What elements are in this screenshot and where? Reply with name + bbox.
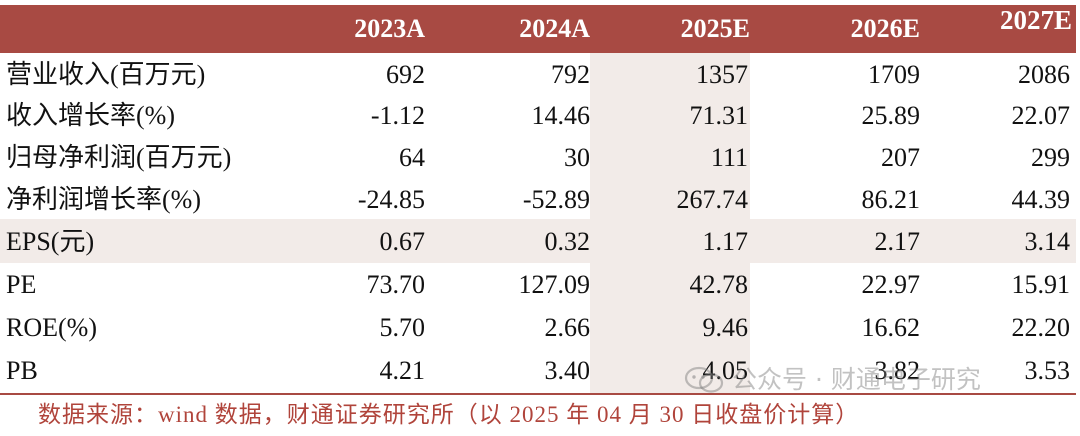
table-cell: 4.05 [702,356,749,385]
table-header-bar [0,5,1076,53]
table-cell: 86.21 [861,185,921,214]
table-row-net-profit-growth: 净利润增长率(%) -24.85 -52.89 267.74 86.21 44.… [0,178,1076,222]
source-note: 数据来源：wind 数据，财通证券研究所（以 2025 年 04 月 30 日收… [38,402,860,427]
table-cell: 9.46 [702,313,749,342]
header-year-2025e: 2025E [680,14,750,43]
table-cell: 3.40 [544,356,591,385]
header-year-2023a: 2023A [354,14,425,43]
table-cell: 16.62 [861,313,921,342]
table-cell: 2.66 [544,313,591,342]
table-cell: 2.17 [874,227,921,256]
table-cell: 14.46 [531,101,591,130]
table-cell: 127.09 [518,270,591,299]
table-cell: 207 [881,143,920,172]
table-cell: 1357 [696,60,748,89]
table-cell: 42.78 [689,270,749,299]
table-cell: 22.07 [1011,101,1071,130]
table-cell: 299 [1031,143,1070,172]
table-cell: 22.20 [1011,313,1071,342]
row-label: PE [6,270,37,299]
table-cell: 111 [710,143,748,172]
table-cell: 692 [386,60,425,89]
table-cell: 4.21 [379,356,426,385]
table-cell: -24.85 [357,185,425,214]
table-cell: 30 [564,143,590,172]
table-cell: 22.97 [861,270,921,299]
table-row-net-profit: 归母净利润(百万元) 64 30 111 207 299 [0,136,1076,180]
table-cell: 0.67 [379,227,426,256]
watermark-text: 公众号 · 财通电子研究 [732,365,981,394]
row-label: EPS(元) [6,227,95,256]
table-row-eps: EPS(元) 0.67 0.32 1.17 2.17 3.14 [0,220,1076,264]
row-label: ROE(%) [6,313,97,342]
table-cell: -52.89 [522,185,590,214]
row-label: 归母净利润(百万元) [6,143,232,172]
table-cell: 2086 [1018,60,1070,89]
table-row-revenue: 营业收入(百万元) 692 792 1357 1709 2086 [0,53,1076,97]
table-cell: 25.89 [861,101,921,130]
table-cell: 792 [551,60,590,89]
row-label: 净利润增长率(%) [6,185,201,214]
row-label: 收入增长率(%) [6,101,175,130]
table-row-pe: PE 73.70 127.09 42.78 22.97 15.91 [0,263,1076,307]
table-cell: 64 [399,143,425,172]
table-cell: -1.12 [370,101,425,130]
table-cell: 3.53 [1024,356,1071,385]
table-cell: 73.70 [366,270,426,299]
header-year-2026e: 2026E [850,14,920,43]
table-row-pb: PB 4.21 3.40 4.05 3.82 3.53 [0,349,1076,393]
table-cell: 0.32 [544,227,591,256]
table-cell: 3.14 [1024,227,1071,256]
row-label: 营业收入(百万元) [6,60,206,89]
table-row-roe: ROE(%) 5.70 2.66 9.46 16.62 22.20 [0,306,1076,350]
row-label: PB [6,356,38,385]
table-row-revenue-growth: 收入增长率(%) -1.12 14.46 71.31 25.89 22.07 [0,94,1076,138]
header-year-2027e: 2027E [999,5,1072,35]
table-bottom-rule [0,393,1076,395]
eps-row-shading [0,219,1076,263]
table-cell: 1.17 [702,227,749,256]
table-cell: 5.70 [379,313,426,342]
table-cell: 3.82 [874,356,921,385]
table-cell: 15.91 [1011,270,1071,299]
table-cell: 71.31 [689,101,749,130]
table-cell: 267.74 [676,185,749,214]
wechat-icon [684,366,724,393]
table-cell: 1709 [868,60,920,89]
header-year-2024a: 2024A [519,14,590,43]
table-cell: 44.39 [1011,185,1071,214]
